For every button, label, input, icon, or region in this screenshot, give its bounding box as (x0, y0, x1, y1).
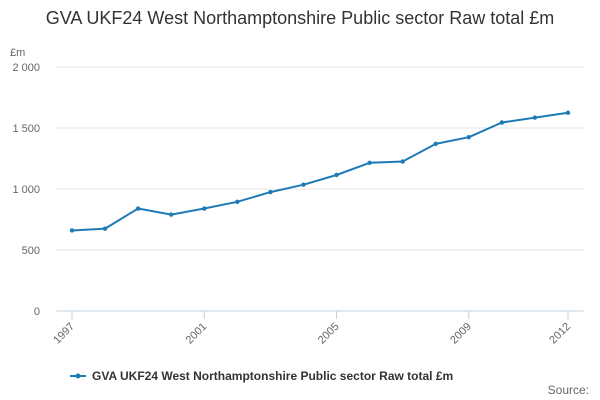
y-tick-label: 0 (34, 306, 40, 318)
data-point (135, 206, 141, 211)
data-point (466, 134, 471, 140)
x-tick-label: 1997 (51, 321, 77, 347)
source-label: Source: (548, 383, 589, 397)
x-tick-label: 2005 (316, 321, 342, 347)
x-tick-label: 2001 (184, 321, 210, 347)
x-tick-label: 2012 (547, 321, 573, 347)
data-point (169, 212, 174, 217)
x-tick-label: 2009 (448, 321, 474, 347)
data-point (235, 199, 240, 205)
y-axis-label: £m (10, 47, 25, 59)
legend-label: GVA UKF24 West Northamptonshire Public s… (92, 369, 453, 383)
series-line (71, 111, 569, 232)
gridlines (56, 66, 584, 251)
data-point (301, 182, 306, 187)
data-point (102, 226, 108, 231)
data-point (69, 228, 75, 233)
data-point (268, 189, 273, 195)
data-point (565, 110, 571, 115)
chart-title: GVA UKF24 West Northamptonshire Public s… (45, 8, 555, 28)
data-point (532, 115, 538, 120)
data-point (334, 172, 339, 178)
data-point (202, 206, 207, 211)
legend-swatch-marker (75, 373, 81, 379)
tick-labels: 0 500 1 000 1 500 2 000 £m 1997 2001 2005 2009 201… (10, 47, 573, 346)
series-layer (69, 110, 571, 233)
data-point (400, 159, 405, 164)
axes (56, 310, 584, 319)
y-tick-label: 1 500 (12, 123, 40, 135)
y-tick-label: 1 000 (12, 184, 40, 196)
y-tick-label: 2 000 (12, 62, 40, 74)
data-point (367, 160, 372, 165)
legend: GVA UKF24 West Northamptonshire Public s… (70, 369, 453, 383)
data-point (433, 141, 438, 147)
y-tick-label: 500 (22, 245, 40, 257)
data-point (499, 120, 505, 125)
